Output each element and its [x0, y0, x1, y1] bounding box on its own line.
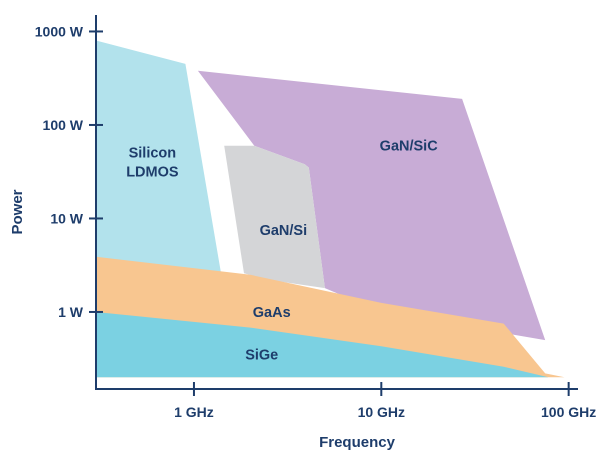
x-tick-label: 100 GHz — [541, 404, 596, 420]
region-sige — [96, 312, 549, 378]
region-label-gansi: GaN/Si — [260, 223, 308, 239]
y-tick-label: 1 W — [58, 304, 84, 320]
chart-region-labels: Silicon LDMOS GaN/SiC GaN/Si GaAs SiGe — [126, 139, 438, 364]
region-gansic — [197, 70, 546, 341]
region-label-ldmos: Silicon LDMOS — [126, 146, 179, 181]
chart-axes — [95, 15, 578, 390]
y-tick-label: 100 W — [43, 117, 84, 133]
x-tick-label: 10 GHz — [358, 404, 405, 420]
region-label-sige: SiGe — [245, 348, 278, 364]
x-axis-title: Frequency — [319, 434, 396, 451]
region-gansi — [224, 145, 325, 289]
region-label-gansic: GaN/SiC — [380, 139, 439, 155]
y-tick-label: 10 W — [50, 210, 83, 226]
chart-ticks: 1 GHz 10 GHz 100 GHz 1 W 10 W 100 W 1000 W — [35, 23, 597, 420]
region-label-gaas: GaAs — [253, 305, 291, 321]
x-tick-label: 1 GHz — [174, 404, 214, 420]
y-tick-label: 1000 W — [35, 23, 84, 39]
y-axis-title: Power — [9, 189, 26, 234]
chart-regions — [96, 40, 565, 378]
